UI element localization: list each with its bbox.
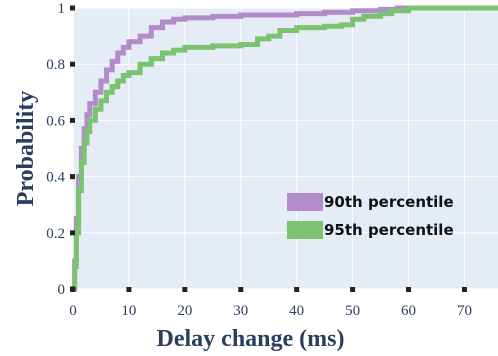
x-tick-label: 70 [457,303,472,319]
y-tick-mark [70,5,75,11]
y-tick-mark [70,286,75,292]
y-tick-mark [70,117,75,123]
x-tick-mark [406,287,412,292]
legend-label-95th: 95th percentile [324,221,454,239]
x-tick-mark [461,287,467,292]
x-axis-title: Delay change (ms) [157,326,345,352]
legend-swatch-95th [287,221,323,239]
x-tick-mark [182,287,188,292]
x-tick-mark [294,287,300,292]
legend: 90th percentile 95th percentile [287,193,454,239]
legend-swatch-90th [287,193,323,211]
y-tick-label: 0.4 [46,170,65,186]
x-tick-mark [126,287,132,292]
y-tick-label: 0.2 [46,226,65,242]
y-axis-title: Probability [13,91,39,207]
series-layer [72,5,498,292]
x-tick-label: 30 [233,303,248,319]
y-tick-label: 0.6 [46,113,65,129]
x-tick-mark [350,287,356,292]
y-tick-label: 1 [58,1,66,17]
tick-layer: 0 10 20 30 40 50 60 70 0 0.2 0.4 0.6 0.8 1 [46,1,472,319]
x-tick-label: 20 [177,303,192,319]
series-line-95th [72,5,498,292]
x-tick-label: 50 [345,303,360,319]
x-tick-mark [238,287,244,292]
y-tick-mark [70,61,75,67]
y-tick-label: 0 [58,282,66,298]
y-tick-mark [70,174,75,180]
plot-area [73,8,498,289]
legend-label-90th: 90th percentile [324,193,454,211]
x-tick-label: 0 [69,303,77,319]
x-tick-label: 60 [401,303,416,319]
y-tick-label: 0.8 [46,57,65,73]
x-tick-label: 40 [289,303,304,319]
x-tick-label: 10 [121,303,136,319]
y-tick-mark [70,230,75,236]
